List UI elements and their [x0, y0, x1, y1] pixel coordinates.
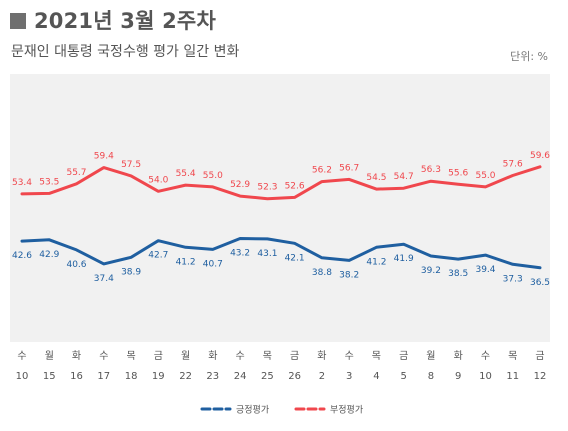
title-square-icon: [10, 12, 26, 29]
unit-label: 단위: %: [510, 50, 548, 63]
x-tick-date: 23: [206, 371, 219, 382]
value-label: 52.6: [285, 181, 305, 191]
value-label: 38.9: [121, 267, 141, 277]
x-tick-date: 19: [152, 371, 165, 382]
value-label: 53.4: [12, 178, 32, 188]
x-tick-day: 화: [208, 350, 217, 362]
value-label: 42.7: [148, 251, 168, 261]
legend: 긍정평가 부정평가: [200, 405, 363, 416]
x-tick-date: 24: [234, 371, 247, 382]
x-tick-day: 수: [17, 350, 26, 362]
x-tick-day: 목: [263, 350, 272, 362]
value-label: 40.6: [66, 260, 86, 270]
x-tick-date: 8: [428, 371, 434, 382]
value-label: 43.1: [257, 249, 277, 259]
x-tick-date: 26: [288, 371, 301, 382]
x-tick-date: 17: [97, 371, 110, 382]
value-label: 52.9: [230, 180, 250, 190]
x-tick-day: 목: [126, 350, 135, 362]
x-tick-day: 월: [426, 350, 435, 362]
x-tick-date: 11: [506, 371, 519, 382]
x-tick-date: 16: [70, 371, 83, 382]
value-label: 37.3: [503, 274, 523, 284]
x-tick-date: 9: [455, 371, 461, 382]
x-tick-day: 월: [45, 350, 54, 362]
value-label: 57.5: [121, 160, 141, 170]
legend-label: 부정평가: [330, 405, 363, 416]
value-label: 43.2: [230, 249, 250, 259]
value-label: 55.7: [66, 168, 86, 178]
value-label: 42.1: [285, 253, 305, 263]
x-tick-day: 수: [99, 350, 108, 362]
x-axis: 수 10 월 15 화 16 수 17 목 18 금 19 월 22 화 23 수 24 목 25 금 26 화 2 수 3 목 4 금…: [16, 350, 547, 382]
x-tick-day: 금: [535, 350, 544, 362]
value-label: 52.3: [257, 183, 277, 193]
x-tick-day: 금: [290, 350, 299, 362]
series-line-1: [20, 237, 542, 270]
value-label: 41.2: [176, 257, 196, 267]
value-label: 41.9: [394, 254, 414, 264]
value-label: 42.6: [12, 251, 32, 261]
legend-label: 긍정평가: [236, 405, 269, 416]
x-tick-day: 수: [235, 350, 244, 362]
x-tick-day: 화: [454, 350, 463, 362]
x-tick-date: 15: [43, 371, 56, 382]
x-tick-day: 금: [399, 350, 408, 362]
value-label: 41.2: [366, 257, 386, 267]
value-label: 56.7: [339, 163, 359, 173]
x-tick-date: 12: [534, 371, 547, 382]
value-label: 55.0: [203, 171, 223, 181]
value-label: 55.0: [475, 171, 495, 181]
x-tick-day: 화: [72, 350, 81, 362]
x-tick-date: 10: [479, 371, 492, 382]
value-label: 59.6: [530, 151, 550, 161]
value-label: 42.9: [39, 250, 59, 260]
series-layer: [20, 165, 542, 270]
x-tick-date: 22: [179, 371, 192, 382]
x-tick-date: 4: [373, 371, 379, 382]
value-label: 57.6: [503, 160, 523, 170]
value-label: 56.3: [421, 165, 441, 175]
value-label: 38.8: [312, 268, 332, 278]
chart-subtitle: 문재인 대통령 국정수행 평가 일간 변화: [11, 44, 240, 60]
x-tick-day: 수: [345, 350, 354, 362]
value-label: 53.5: [39, 177, 59, 187]
x-tick-day: 수: [481, 350, 490, 362]
plot-area: [10, 74, 550, 342]
chart-title: 2021년 3월 2주차: [34, 9, 216, 33]
x-tick-day: 화: [317, 350, 326, 362]
x-tick-date: 2: [319, 371, 325, 382]
value-label: 59.4: [94, 152, 114, 162]
value-label: 39.4: [475, 265, 495, 275]
x-tick-date: 10: [16, 371, 29, 382]
x-tick-date: 5: [401, 371, 407, 382]
x-tick-day: 목: [372, 350, 381, 362]
value-label: 37.4: [94, 274, 114, 284]
value-labels: 42.6 42.9 40.6 37.4 38.9 42.7 41.2 40.7 43.2 43.1…: [12, 151, 550, 288]
value-label: 40.7: [203, 259, 223, 269]
value-label: 56.2: [312, 166, 332, 176]
value-label: 38.5: [448, 269, 468, 279]
x-tick-date: 3: [346, 371, 352, 382]
series-line-2: [20, 165, 542, 201]
x-tick-day: 목: [508, 350, 517, 362]
x-tick-day: 월: [181, 350, 190, 362]
value-label: 39.2: [421, 266, 441, 276]
title-row: 2021년 3월 2주차: [10, 4, 216, 36]
value-label: 55.6: [448, 168, 468, 178]
x-tick-date: 25: [261, 371, 274, 382]
value-label: 54.7: [394, 172, 414, 182]
value-label: 54.5: [366, 173, 386, 183]
value-label: 36.5: [530, 278, 550, 288]
x-tick-date: 18: [125, 371, 138, 382]
value-label: 55.4: [176, 169, 196, 179]
value-label: 38.2: [339, 270, 359, 280]
value-label: 54.0: [148, 175, 168, 185]
x-tick-day: 금: [154, 350, 163, 362]
